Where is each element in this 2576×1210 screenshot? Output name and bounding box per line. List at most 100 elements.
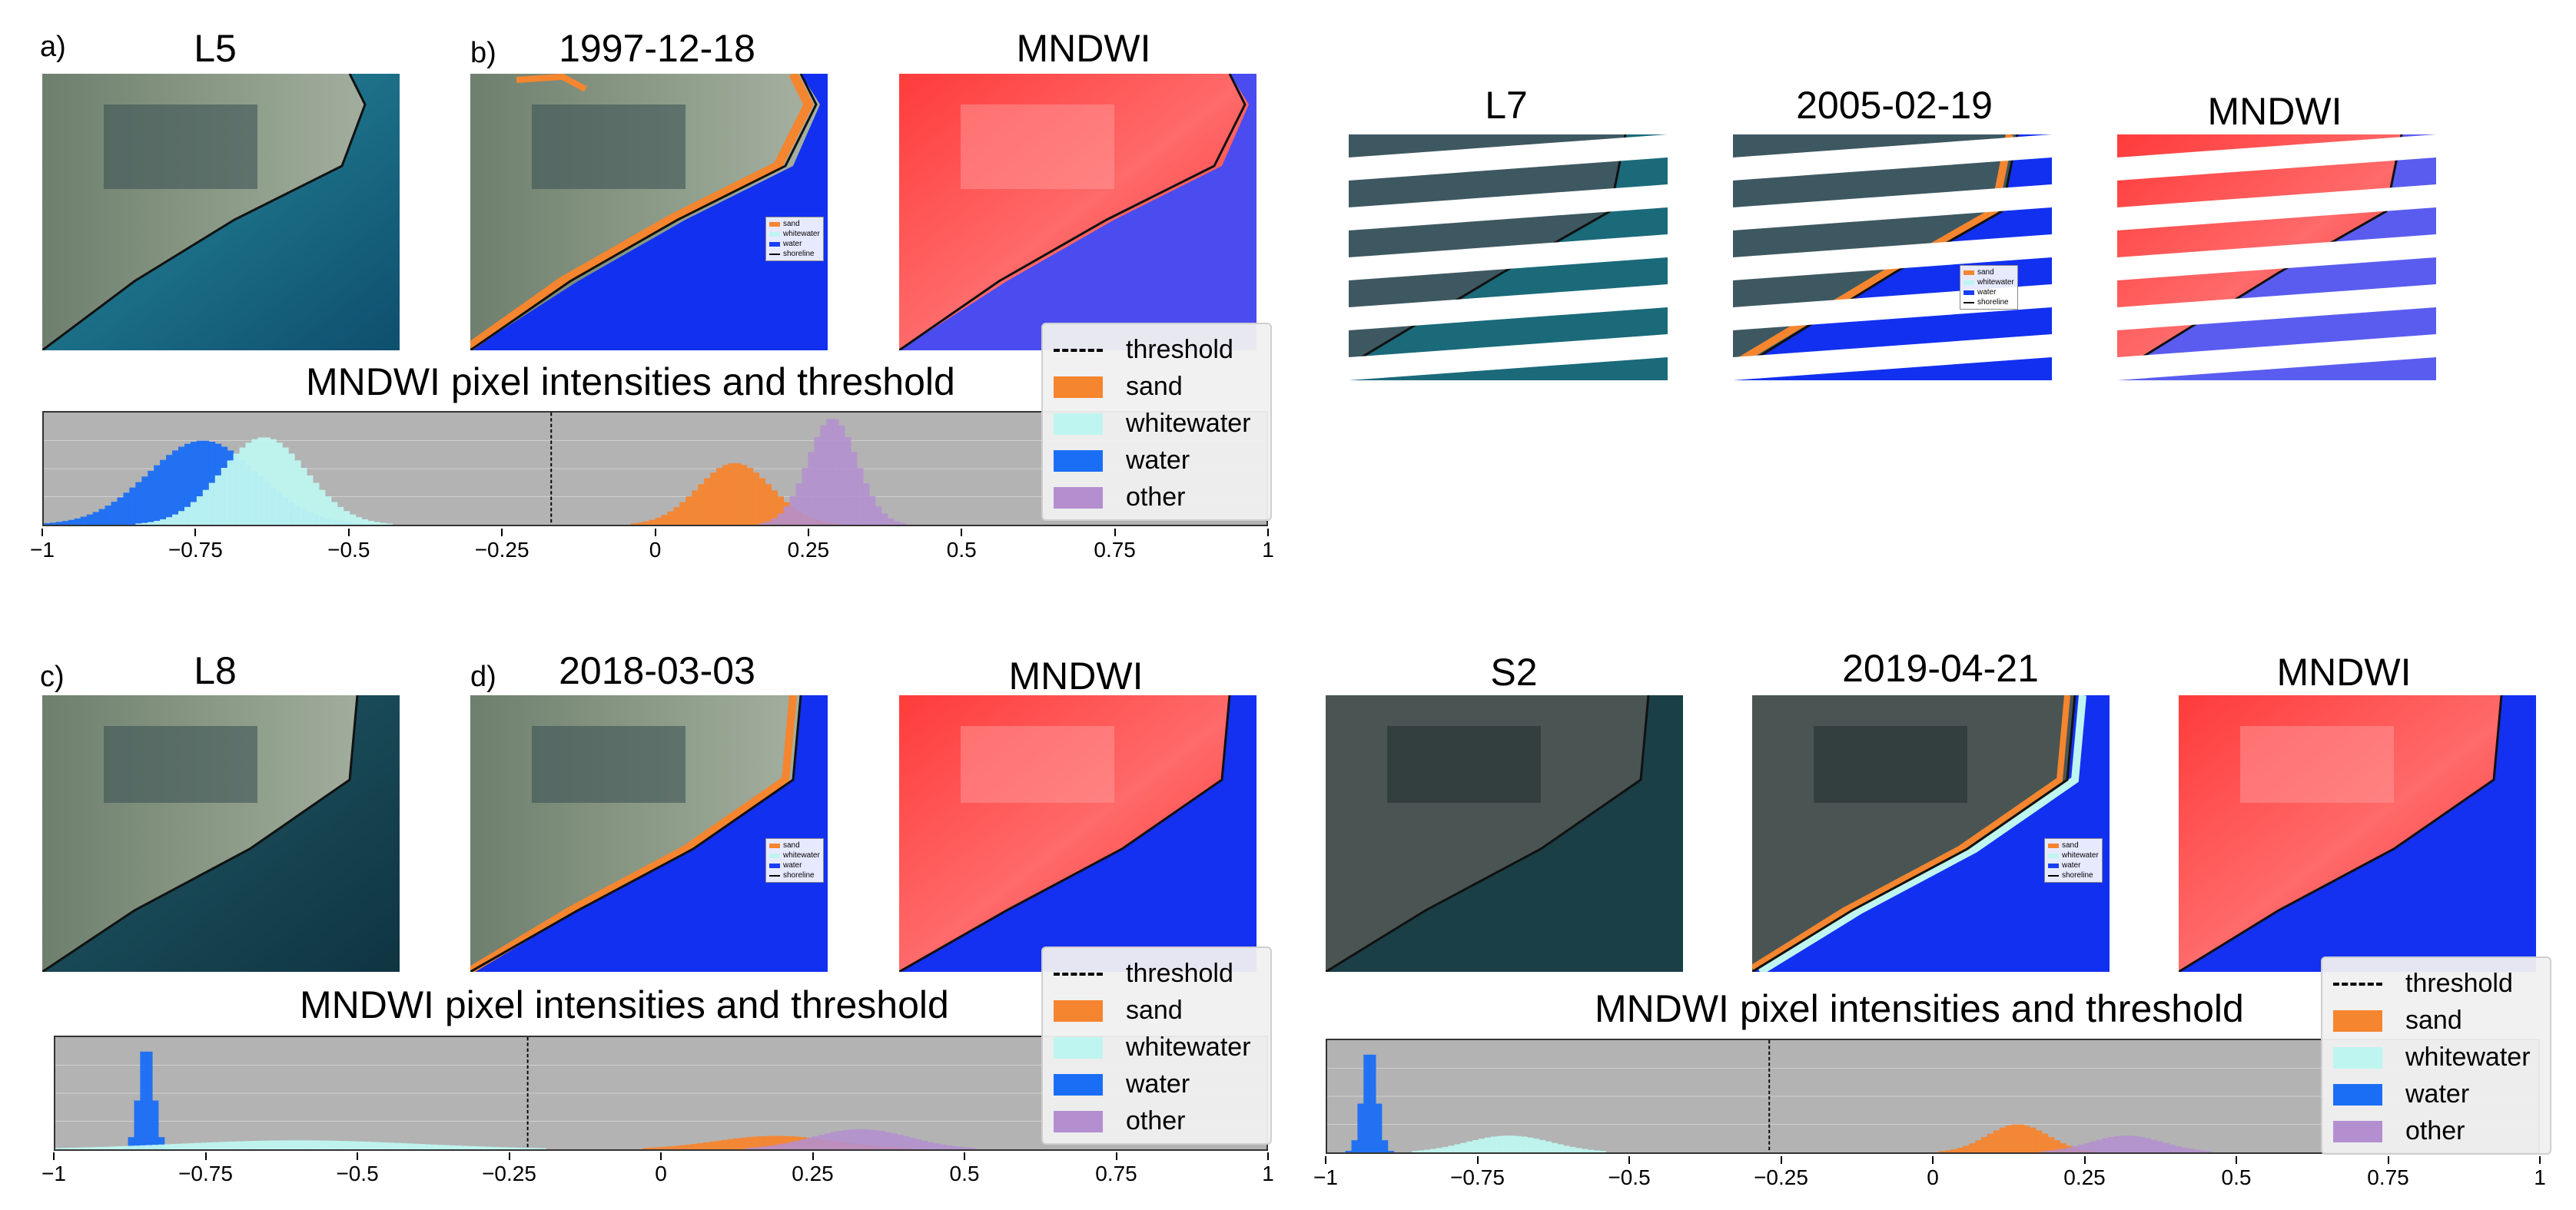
image-l5-rgb [42,74,400,350]
hist-bar-whitewater [412,1143,420,1149]
hist-bar-sand [759,478,766,525]
hist-bar-other [769,1145,777,1149]
hist-bar-water [148,470,154,525]
hist-bar-whitewater [109,1146,117,1149]
hist-bar-whitewater [443,1145,450,1149]
hist-bar-whitewater [227,460,234,525]
legend-s2-sand: sand [2405,1006,2462,1035]
hist-bar-whitewater [270,439,277,525]
hist-bar-whitewater [386,523,393,525]
x-tick [2083,1156,2086,1164]
hist-bar-whitewater [515,1147,523,1149]
title-1997: 1997-12-18 [559,27,755,70]
image-l8-rgb [42,695,400,972]
hist-bar-whitewater [148,522,154,525]
x-tick [53,1152,55,1160]
hist-bar-other [2108,1136,2115,1152]
hist-bar-whitewater [318,489,326,525]
legend-c-other: other [1126,1106,1186,1135]
hist-bar-whitewater [67,1147,75,1149]
hist-bar-whitewater [276,443,283,525]
hist-bar-sand [734,462,742,525]
hist-bar-water [68,519,75,525]
hist-bar-whitewater [188,1143,195,1149]
hist-bar-other [759,522,766,525]
hist-bar-water [202,440,210,525]
hist-bar-whitewater [352,1141,359,1149]
hist-bar-sand [763,1135,771,1149]
hist-bar-whitewater [134,1145,141,1149]
x-tick-label: 0 [655,1162,667,1185]
hist-bar-other [845,436,851,525]
hist-bar-other [851,452,858,525]
hist-bar-whitewater [485,1146,492,1149]
hist-bar-whitewater [1448,1145,1455,1152]
x-tick [1114,529,1116,536]
legend-c-sand: sand [1126,996,1183,1025]
panel-label-d: d) [470,661,496,693]
legend-c-whitewater: whitewater [1126,1033,1251,1062]
hist-bar-whitewater [346,1141,353,1149]
histogram-a-plot [44,413,1266,525]
hist-bar-other [2090,1141,2097,1152]
x-tick-label: 0.5 [949,1162,980,1185]
x-tick [660,1152,662,1160]
hist-bar-other [903,1136,910,1149]
hist-bar-water [49,522,57,525]
hist-bar-sand [661,1146,668,1149]
hist-bar-other [788,1142,795,1149]
legend-s2-threshold: threshold [2405,969,2513,998]
hist-bar-sand [655,517,662,525]
hist-bar-sand [771,490,778,525]
hist-bar-water [172,450,179,525]
hist-bar-whitewater [1557,1144,1564,1152]
hist-bar-sand [679,502,686,525]
hist-bar-other [842,1129,849,1149]
hist-bar-other [789,496,796,525]
hist-title-s2: MNDWI pixel intensities and threshold [1595,987,2244,1030]
hist-bar-water [140,1051,147,1149]
mini-legend-2018: sand whitewater water shoreline [765,838,824,883]
hist-bar-whitewater [466,1145,474,1149]
hist-bar-whitewater [243,1141,250,1149]
hist-bar-whitewater [1454,1144,1461,1152]
hist-bar-sand [746,468,754,525]
hist-bar-whitewater [358,1141,365,1149]
hist-bar-whitewater [182,1143,189,1149]
hist-bar-whitewater [491,1146,498,1149]
hist-bar-whitewater [1521,1136,1528,1152]
hist-bar-other [875,506,882,525]
hist-bar-sand [728,462,735,525]
hist-bar-whitewater [400,1143,407,1149]
x-tick-label: −0.75 [1450,1165,1505,1189]
hist-bar-whitewater [257,437,264,525]
hist-bar-sand [722,465,729,525]
hist-bar-sand [752,1136,759,1149]
hist-bar-other [818,1135,825,1149]
hist-bar-water [1376,1103,1383,1152]
hist-bar-other [800,1139,807,1149]
x-tick [357,1152,358,1160]
hist-bar-whitewater [79,1147,86,1149]
hist-bar-sand [649,519,656,525]
hist-bar-whitewater [251,439,258,525]
hist-bar-whitewater [172,514,179,525]
hist-bar-sand [2005,1125,2012,1152]
hist-bar-whitewater [510,1147,516,1149]
x-tick [501,529,503,536]
hist-bar-other [2181,1147,2188,1152]
x-tick-label: −0.25 [482,1162,536,1185]
hist-bar-sand [698,484,705,525]
hist-bar-whitewater [382,1142,389,1149]
hist-bar-whitewater [245,443,252,525]
hist-bar-sand [661,515,668,525]
hist-bar-water [98,509,106,525]
hist-bar-other [2041,1151,2049,1152]
hist-bar-other [838,425,845,525]
hist-bar-sand [710,472,717,525]
hist-bar-whitewater [115,1146,123,1149]
hist-bar-water [154,465,161,525]
hist-bar-whitewater [184,506,191,525]
hist-bar-other [830,1132,837,1149]
hist-bar-whitewater [437,1145,443,1149]
